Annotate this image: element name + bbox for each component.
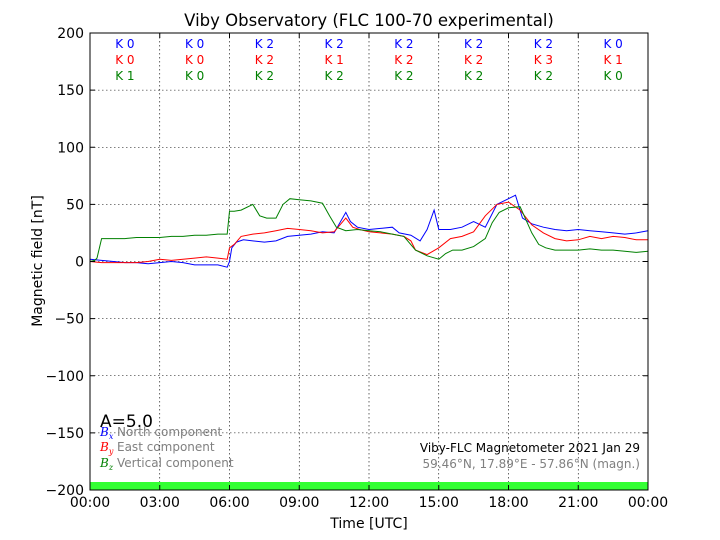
x-tick-label: 21:00: [558, 495, 598, 511]
info-coordinates: 59.46°N, 17.89°E - 57.86°N (magn.): [423, 457, 640, 471]
legend-symbol-by-sub: y: [108, 447, 114, 456]
k-index-value: K 0: [185, 53, 204, 67]
legend-symbol-bx: Bx: [99, 425, 114, 441]
legend-symbol-bx-b: B: [99, 425, 109, 439]
y-tick-label: −200: [46, 483, 84, 499]
x-tick-label: 15:00: [419, 495, 459, 511]
k-index-value: K 0: [603, 69, 622, 83]
k-index-value: K 2: [394, 53, 413, 67]
y-axis-label: Magnetic field [nT]: [30, 195, 46, 327]
y-tick-label: 50: [66, 197, 84, 213]
series-lines: [89, 194, 649, 268]
legend-symbol-by-b: B: [99, 440, 109, 454]
legend-symbol-bz-b: B: [99, 456, 109, 470]
x-tick-label: 00:00: [70, 495, 110, 511]
k-index-value: K 2: [255, 53, 274, 67]
legend-symbol-bz: Bz: [99, 456, 114, 472]
k-index-value: K 3: [534, 53, 553, 67]
y-tick-label: 150: [57, 83, 84, 99]
legend-symbol-bx-sub: x: [109, 432, 114, 441]
y-tick-label: 0: [75, 255, 84, 271]
k-index-table: K 0 K 0 K 2 K 2 K 2 K 2 K 2 K 0 K 0 K 0 K 2 K 1 K 2 K…: [115, 37, 623, 83]
k-index-value: K 2: [464, 69, 483, 83]
legend: Bx North component By East component Bz …: [99, 425, 234, 472]
k-index-value: K 2: [464, 53, 483, 67]
k-index-value: K 2: [255, 69, 274, 83]
legend-label-north: North component: [117, 425, 223, 439]
grid-lines: [90, 33, 648, 490]
legend-label-vertical: Vertical component: [117, 456, 234, 470]
k-index-value: K 0: [185, 37, 204, 51]
k-index-value: K 2: [324, 69, 343, 83]
legend-label-east: East component: [117, 440, 215, 454]
legend-symbol-bz-sub: z: [108, 463, 114, 472]
k-index-value: K 2: [255, 37, 274, 51]
k-index-value: K 2: [324, 37, 343, 51]
y-tick-label: 200: [57, 26, 84, 42]
series-line-vertical: [89, 198, 649, 262]
k-index-value: K 1: [324, 53, 343, 67]
legend-symbol-by: By: [99, 440, 114, 456]
x-tick-label: 03:00: [140, 495, 180, 511]
y-tick-label: 100: [57, 140, 84, 156]
y-tick-label: −150: [46, 426, 84, 442]
k-index-value: K 0: [603, 37, 622, 51]
k-index-value: K 0: [185, 69, 204, 83]
info-magnetometer-date: Viby-FLC Magnetometer 2021 Jan 29: [420, 441, 640, 455]
k-index-value: K 2: [464, 37, 483, 51]
x-tick-label: 06:00: [209, 495, 249, 511]
x-axis-label: Time [UTC]: [329, 516, 407, 532]
k-index-value: K 1: [603, 53, 622, 67]
y-tick-label: −100: [46, 369, 84, 385]
k-index-value: K 2: [534, 69, 553, 83]
x-tick-label: 09:00: [279, 495, 319, 511]
x-tick-label: 18:00: [488, 495, 528, 511]
k-index-value: K 0: [115, 37, 134, 51]
x-tick-label: 12:00: [349, 495, 389, 511]
chart-title: Viby Observatory (FLC 100-70 experimenta…: [184, 11, 554, 30]
y-tick-label: −50: [54, 312, 84, 328]
axis-ticks: 00:00 03:00 06:00 09:00 12:00 15:00 18:00 21:00…: [46, 26, 669, 511]
k-index-value: K 2: [394, 37, 413, 51]
k-index-value: K 1: [115, 69, 134, 83]
series-line-north: [89, 194, 649, 268]
k-index-value: K 2: [394, 69, 413, 83]
a-index-label: A=5.0: [100, 412, 153, 432]
k-index-value: K 0: [115, 53, 134, 67]
k-index-value: K 2: [534, 37, 553, 51]
x-tick-label: 00:00: [628, 495, 668, 511]
